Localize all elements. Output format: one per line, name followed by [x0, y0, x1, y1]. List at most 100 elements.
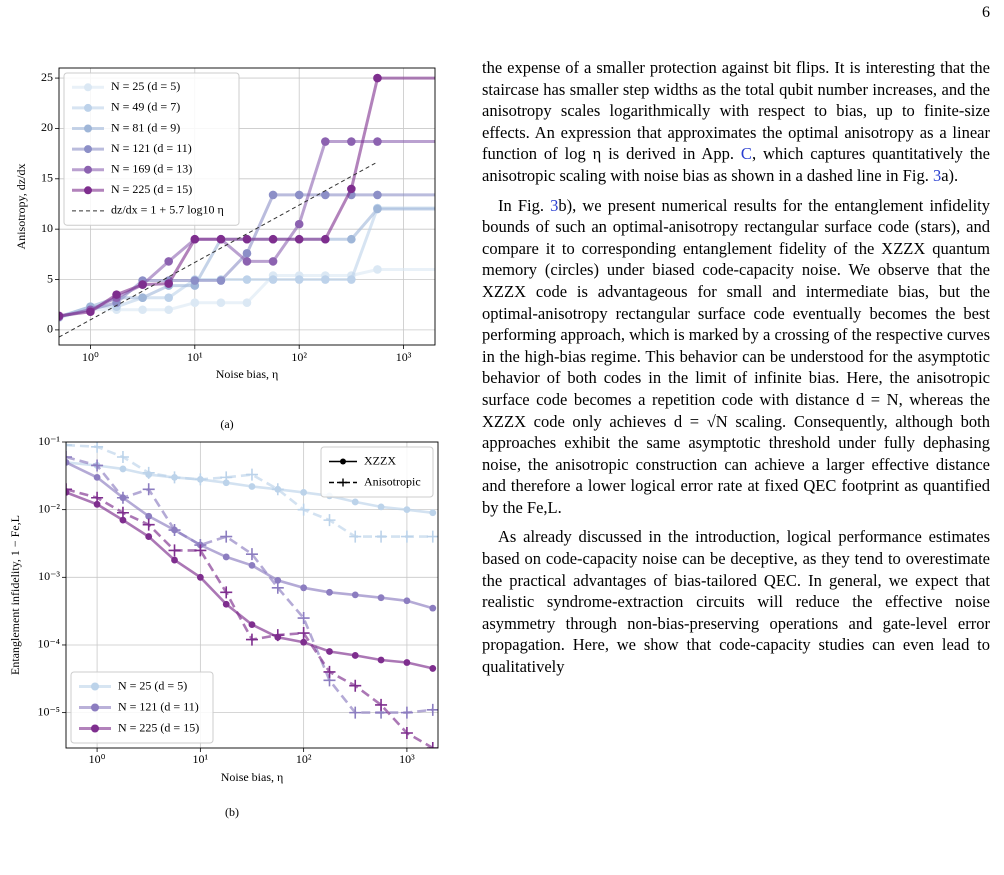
marker-plus [271, 483, 284, 496]
marker-plus [245, 468, 258, 481]
marker [164, 293, 173, 302]
plot-frame [58, 67, 436, 346]
marker [321, 234, 330, 244]
marker-plus [66, 451, 72, 464]
marker [216, 234, 226, 244]
marker [377, 594, 385, 602]
marker [145, 512, 153, 520]
legend-label: N = 81 (d = 9) [111, 120, 180, 134]
marker [373, 265, 382, 274]
x-tick-label: 10¹ [193, 752, 209, 766]
marker [138, 293, 147, 302]
marker-plus [426, 530, 438, 543]
legend-label: XZZX [364, 453, 396, 467]
marker [242, 298, 252, 307]
text-run: a). [941, 165, 959, 185]
marker [377, 656, 385, 664]
marker-plus [142, 466, 155, 479]
legend-label: Anisotropic [364, 474, 421, 488]
marker-plus [400, 706, 413, 719]
legend-label: N = 25 (d = 5) [111, 79, 180, 93]
marker [242, 275, 252, 284]
marker-plus [349, 706, 362, 719]
x-tick-label: 10⁰ [82, 350, 99, 364]
legend-marker [84, 186, 92, 195]
marker [242, 234, 252, 244]
text-run: As already discussed in the introduction… [482, 527, 990, 677]
marker-plus [375, 698, 388, 711]
x-tick-label: 10³ [399, 752, 415, 766]
marker-plus [349, 679, 362, 692]
marker-plus [375, 530, 388, 543]
legend-marker [84, 145, 92, 154]
marker-plus [323, 514, 336, 527]
marker [347, 184, 356, 194]
marker-plus [426, 742, 438, 748]
legend-box [63, 72, 240, 226]
y-tick-label: 20 [41, 120, 53, 134]
marker-plus [168, 544, 181, 557]
text-run: the expense of a smaller protection agai… [482, 58, 990, 164]
marker-plus [194, 473, 207, 486]
marker [242, 257, 252, 266]
marker [242, 249, 252, 258]
marker [403, 506, 411, 514]
marker [294, 275, 304, 284]
legend-marker [84, 103, 92, 112]
marker [86, 307, 95, 317]
marker [373, 73, 382, 83]
marker-plus [245, 548, 258, 561]
marker-plus [400, 530, 413, 543]
marker-plus [323, 665, 336, 678]
legend-label: N = 49 (d = 7) [111, 100, 180, 114]
marker [222, 600, 230, 608]
marker [164, 257, 173, 266]
reference-link[interactable]: 3 [932, 165, 942, 185]
y-tick-label: 10⁻⁴ [37, 637, 60, 651]
marker [274, 577, 282, 584]
y-tick-label: 5 [47, 271, 53, 285]
x-tick-label: 10¹ [187, 350, 203, 364]
marker [429, 509, 437, 517]
marker [216, 276, 226, 285]
x-tick-label: 10² [296, 752, 312, 766]
marker [300, 488, 308, 496]
marker [373, 190, 382, 200]
marker-plus [116, 506, 129, 519]
marker [300, 584, 308, 592]
marker [403, 597, 411, 605]
x-tick-label: 10³ [396, 350, 412, 364]
marker-plus [91, 491, 104, 504]
marker [138, 305, 147, 315]
marker [145, 533, 153, 540]
marker [347, 275, 356, 284]
marker [248, 483, 256, 490]
marker [268, 275, 278, 284]
marker [93, 473, 101, 481]
marker [248, 621, 256, 629]
reference-link[interactable]: C [740, 144, 752, 164]
caption: (b) [225, 805, 239, 819]
body-text: the expense of a smaller protection agai… [482, 57, 990, 686]
marker [66, 458, 70, 466]
legend-label: N = 169 (d = 13) [111, 161, 192, 175]
marker [112, 290, 121, 299]
marker [138, 280, 147, 289]
marker [347, 234, 356, 244]
legend-marker [84, 165, 92, 174]
marker-plus [271, 629, 284, 642]
marker-plus [168, 524, 181, 537]
marker [294, 219, 304, 229]
marker [347, 137, 356, 146]
paragraph: the expense of a smaller protection agai… [482, 57, 990, 187]
x-tick-label: 10² [291, 350, 307, 364]
marker [351, 498, 359, 506]
legend-marker [84, 83, 92, 92]
marker [373, 137, 382, 146]
marker [429, 604, 437, 612]
reference-link[interactable]: 3 [550, 195, 559, 215]
y-tick-label: 10⁻¹ [38, 434, 60, 448]
legend-marker [339, 478, 347, 487]
marker [321, 275, 330, 284]
